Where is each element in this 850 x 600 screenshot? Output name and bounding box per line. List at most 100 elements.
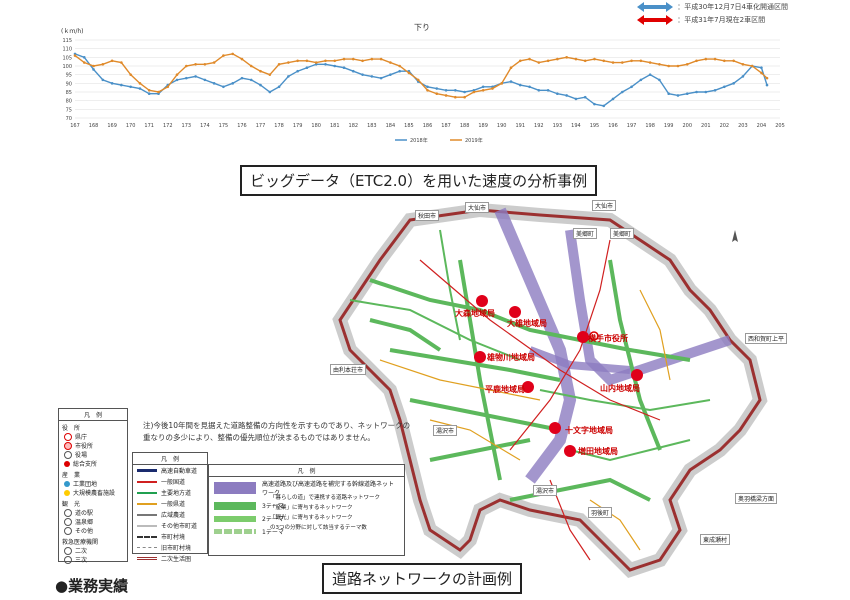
marker-icon xyxy=(64,555,72,564)
series-point xyxy=(120,83,123,87)
x-tick-label: 176 xyxy=(237,123,247,129)
legend-item: 道の駅 xyxy=(59,508,127,517)
x-tick-label: 178 xyxy=(274,123,284,129)
series-point xyxy=(481,88,485,92)
series-point xyxy=(389,73,392,76)
series-point xyxy=(194,75,197,78)
series-point xyxy=(723,85,726,89)
series-point xyxy=(277,85,281,89)
line-swatch xyxy=(137,547,157,548)
x-tick-label: 204 xyxy=(757,123,767,129)
y-tick-label: 95 xyxy=(66,73,72,79)
section-heading: ●業務実績 xyxy=(55,577,129,595)
series-point xyxy=(583,95,587,99)
x-tick-label: 205 xyxy=(775,123,785,129)
marker-icon xyxy=(64,480,70,487)
series-point xyxy=(741,62,745,66)
x-tick-label: 169 xyxy=(107,123,117,129)
series-point xyxy=(231,52,234,56)
green-network xyxy=(369,259,691,502)
legend-item: 市役所 xyxy=(59,441,127,450)
legend-item: 広域農道 xyxy=(133,509,207,520)
series-point xyxy=(249,78,253,82)
legend-item: 三次 xyxy=(59,555,127,564)
series-point xyxy=(129,85,132,89)
series-point xyxy=(685,62,689,66)
series-point xyxy=(500,82,504,85)
place-label: 奥羽橋梁方面 xyxy=(735,493,778,504)
legend-header: 凡 例 xyxy=(59,409,127,421)
x-tick-label: 199 xyxy=(664,123,674,129)
color-swatch xyxy=(214,529,256,534)
series-point xyxy=(426,85,429,89)
series-point xyxy=(212,82,216,85)
series-point xyxy=(528,85,531,89)
legend-item: 3テーマ xyxy=(209,499,404,512)
series-point xyxy=(611,61,615,64)
marker-icon xyxy=(64,508,72,517)
series-point xyxy=(713,57,717,61)
series-point xyxy=(305,59,309,63)
series-point xyxy=(648,61,652,64)
series-line xyxy=(74,53,768,98)
color-swatch xyxy=(214,515,256,522)
x-tick-label: 175 xyxy=(219,123,229,129)
x-tick-label: 170 xyxy=(126,123,136,129)
region-label: 平鹿地域局 xyxy=(485,385,525,394)
series-point xyxy=(333,64,337,68)
series-point xyxy=(138,87,142,90)
series-point xyxy=(73,54,77,57)
legend-section: 救急医療機関 xyxy=(62,539,99,546)
region-label: 十文字地域局 xyxy=(565,426,613,435)
series-point xyxy=(463,95,466,99)
x-tick-label: 202 xyxy=(720,123,730,129)
line-swatch xyxy=(137,480,157,483)
road-type-legend: 凡 例 高速自動車道 一般国道 主要地方道 一般県道 広域農道 その他市町道 市… xyxy=(132,452,208,563)
series-point xyxy=(203,62,207,66)
x-tick-label: 177 xyxy=(256,123,266,129)
series-point xyxy=(416,78,420,82)
series-point xyxy=(389,61,392,64)
marker-icon xyxy=(64,517,72,526)
series-point xyxy=(565,94,568,97)
series-point xyxy=(175,78,179,82)
x-tick-label: 186 xyxy=(423,123,433,129)
x-tick-label: 184 xyxy=(386,123,396,129)
series-point xyxy=(110,82,114,85)
series-point xyxy=(120,61,123,64)
series-point xyxy=(509,80,513,83)
legend-item: 高速自動車道 xyxy=(133,465,207,476)
series-point xyxy=(546,59,550,63)
series-point xyxy=(602,59,606,63)
series-point xyxy=(463,90,466,94)
x-tick-label: 196 xyxy=(608,123,618,129)
series-point xyxy=(240,57,244,61)
series-point xyxy=(518,59,522,63)
series-point xyxy=(287,75,290,78)
legend-item: 温泉郷 xyxy=(59,517,127,526)
series-point xyxy=(324,62,327,66)
series-point xyxy=(537,61,541,64)
legend-section: 観 光 xyxy=(62,501,81,508)
series-point xyxy=(249,64,253,68)
series-point xyxy=(704,57,708,61)
y-tick-label: 100 xyxy=(62,64,72,70)
line-swatch xyxy=(137,469,157,472)
double-arrow-icon xyxy=(637,2,674,12)
series-point xyxy=(370,57,374,61)
place-label: 羽後町 xyxy=(588,507,613,518)
series-point xyxy=(472,90,476,94)
series-point xyxy=(259,83,262,87)
legend-item: 1テーマ xyxy=(209,525,404,538)
series-point xyxy=(268,73,272,76)
series-point xyxy=(454,88,457,92)
series-point xyxy=(342,66,346,70)
place-label: 湯沢市 xyxy=(433,425,458,436)
x-tick-label: 200 xyxy=(682,123,692,129)
series-point xyxy=(630,59,633,63)
series-point xyxy=(92,64,95,68)
legend-item: 大規模農畜施設 xyxy=(59,488,127,497)
legend-item: その他市町道 xyxy=(133,520,207,531)
chart-legend: 2018年 2019年 xyxy=(395,137,483,144)
legend-item: 2テーマ xyxy=(209,512,404,525)
